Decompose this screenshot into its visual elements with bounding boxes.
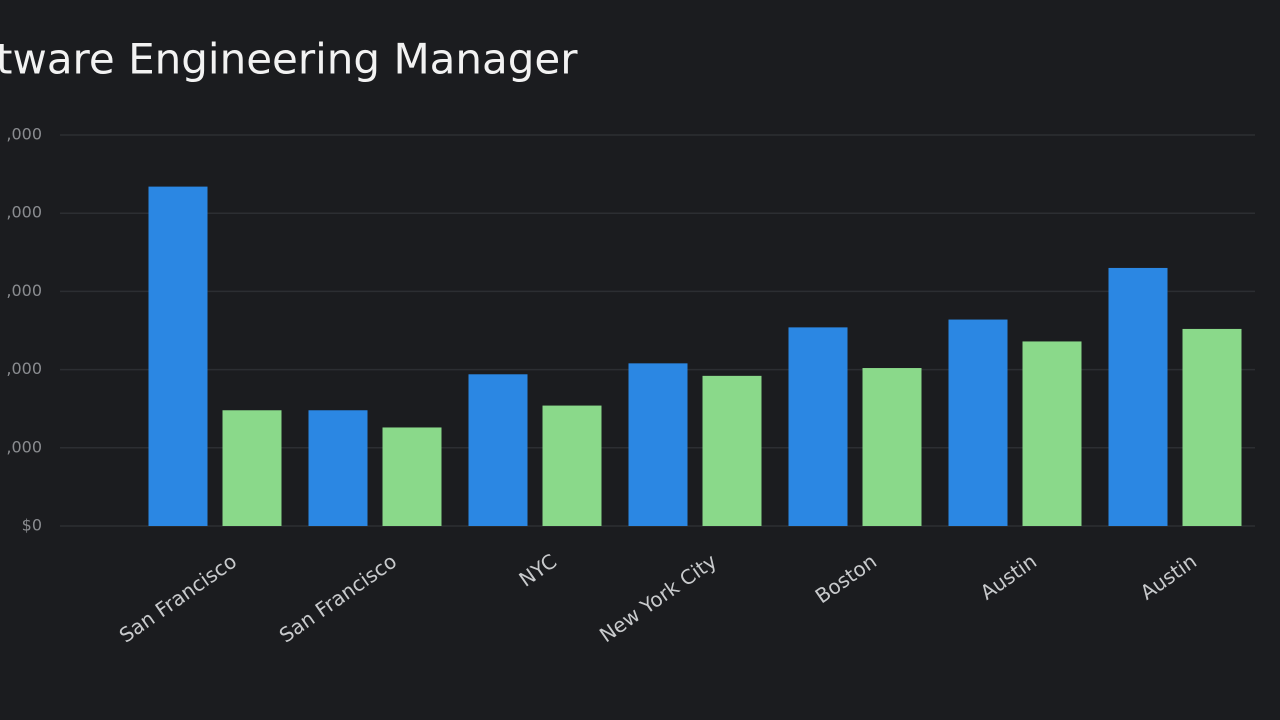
bar: [862, 368, 922, 526]
y-tick-label: ,000: [6, 437, 42, 456]
chart-title: tware Engineering Manager: [0, 35, 578, 84]
bar: [788, 327, 848, 526]
bar: [468, 374, 528, 526]
bar: [628, 363, 688, 526]
y-tick-label: ,000: [6, 203, 42, 222]
y-tick-label: ,000: [6, 359, 42, 378]
bar: [702, 375, 762, 526]
bar: [948, 319, 1008, 526]
bar: [1022, 341, 1082, 526]
y-tick-label: ,000: [6, 281, 42, 300]
bar: [148, 186, 208, 526]
bar: [542, 405, 602, 526]
bar: [308, 410, 368, 526]
y-tick-label: ,000: [6, 125, 42, 144]
bar: [382, 427, 442, 526]
bar: [1108, 267, 1168, 526]
y-tick-label: $0: [22, 516, 42, 535]
bar: [222, 410, 282, 526]
bar: [1182, 328, 1242, 526]
